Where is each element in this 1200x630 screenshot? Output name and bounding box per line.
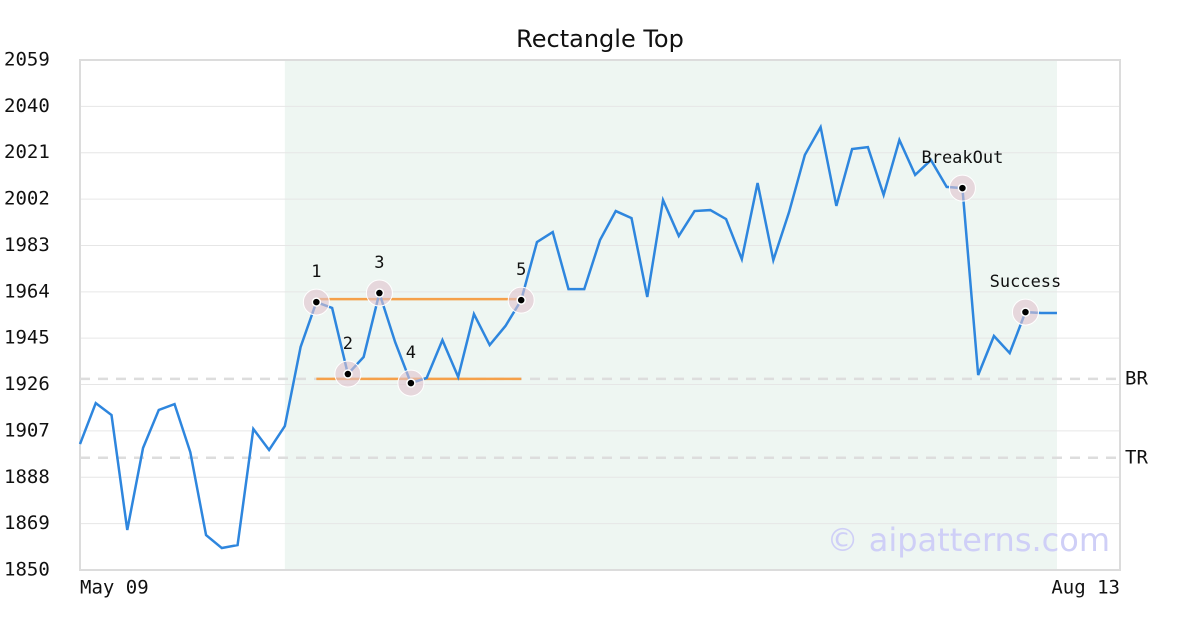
y-tick-label: 1869	[4, 512, 50, 534]
y-tick-label: 1926	[4, 373, 50, 395]
y-tick-label: 1888	[4, 466, 50, 488]
marker-label: 3	[374, 253, 384, 273]
y-tick-label: 2040	[4, 95, 50, 117]
x-tick-label: May 09	[80, 577, 149, 599]
y-tick-label: 1850	[4, 559, 50, 581]
y-tick-label: 1964	[4, 280, 50, 302]
marker-dot	[406, 378, 416, 388]
marker-dot	[516, 295, 526, 305]
marker-dot	[1020, 307, 1031, 317]
plot-frame	[79, 59, 1121, 571]
y-tick-label: 1983	[4, 234, 50, 256]
marker-dot	[957, 183, 968, 193]
marker-label: 2	[343, 334, 353, 354]
y-tick-label: 1945	[4, 327, 50, 349]
y-tick-label: 2002	[4, 188, 50, 210]
chart-title: Rectangle Top	[516, 25, 684, 53]
marker-label: BreakOut	[921, 148, 1003, 168]
marker-dot	[374, 288, 385, 298]
y-tick-label: 1907	[4, 419, 50, 441]
marker-label: 1	[311, 262, 321, 282]
marker-label: Success	[990, 272, 1062, 292]
x-tick-label: Aug 13	[1051, 577, 1120, 599]
y-tick-label: 2059	[4, 49, 50, 71]
highlight-band	[284, 60, 1057, 570]
marker-label: 5	[516, 260, 526, 280]
reference-label: TR	[1125, 446, 1148, 468]
marker-dot	[311, 297, 322, 307]
watermark: © aipatterns.com	[827, 521, 1110, 559]
marker-label: 4	[406, 343, 416, 363]
marker-dot	[343, 369, 353, 379]
reference-label: BR	[1125, 367, 1148, 389]
y-tick-label: 2021	[4, 141, 50, 163]
price-line	[78, 123, 1057, 550]
